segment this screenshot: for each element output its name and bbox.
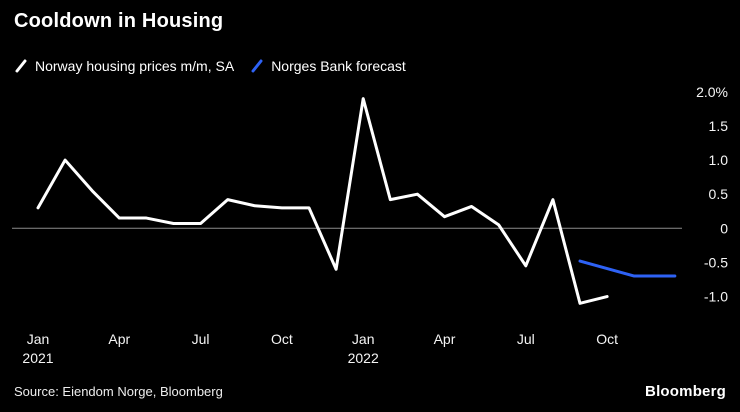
x-axis-tick-label: Jul [517,331,535,347]
y-axis-tick-label: 0.5 [709,186,729,202]
actual-series-marker-icon [15,59,27,73]
y-axis-tick-label: 1.5 [709,118,729,134]
bloomberg-logo: Bloomberg [645,383,726,400]
chart-canvas: 2.0% 1.5 1.0 0.5 0 -0.5 -1.0 Jan 2021 Apr Jul Oct Ja… [12,84,729,366]
forecast-series-marker-icon [251,59,263,73]
legend-label-forecast: Norges Bank forecast [271,58,406,74]
x-axis-tick-label: Apr [434,331,456,347]
x-axis-tick-label: Oct [271,331,293,347]
source-note: Source: Eiendom Norge, Bloomberg [14,384,223,399]
chart-footer: Source: Eiendom Norge, Bloomberg Bloombe… [14,383,726,400]
x-axis-tick-label: Oct [596,331,618,347]
x-axis-tick-sublabel: 2022 [348,350,379,366]
legend-item-forecast: Norges Bank forecast [250,58,406,74]
y-axis-tick-label: -1.0 [704,289,728,305]
chart-title: Cooldown in Housing [14,10,224,32]
x-axis-tick-sublabel: 2021 [22,350,53,366]
forecast-series-marker-line [251,59,263,73]
chart-legend: Norway housing prices m/m, SA Norges Ban… [14,58,406,74]
x-axis-tick-label: Jul [192,331,210,347]
actual-series-marker-line [15,59,27,73]
y-axis-tick-label: -0.5 [704,254,728,270]
y-axis-tick-label: 2.0% [696,84,728,100]
x-axis-tick-label: Apr [108,331,130,347]
series-line-0 [36,97,609,305]
x-axis-tick-label: Jan [27,331,50,347]
series-line-1 [578,259,677,278]
y-axis-tick-label: 0 [720,220,728,236]
y-axis-tick-label: 1.0 [709,152,729,168]
legend-item-actual: Norway housing prices m/m, SA [14,58,234,74]
legend-label-actual: Norway housing prices m/m, SA [35,58,235,74]
x-axis-tick-label: Jan [352,331,375,347]
